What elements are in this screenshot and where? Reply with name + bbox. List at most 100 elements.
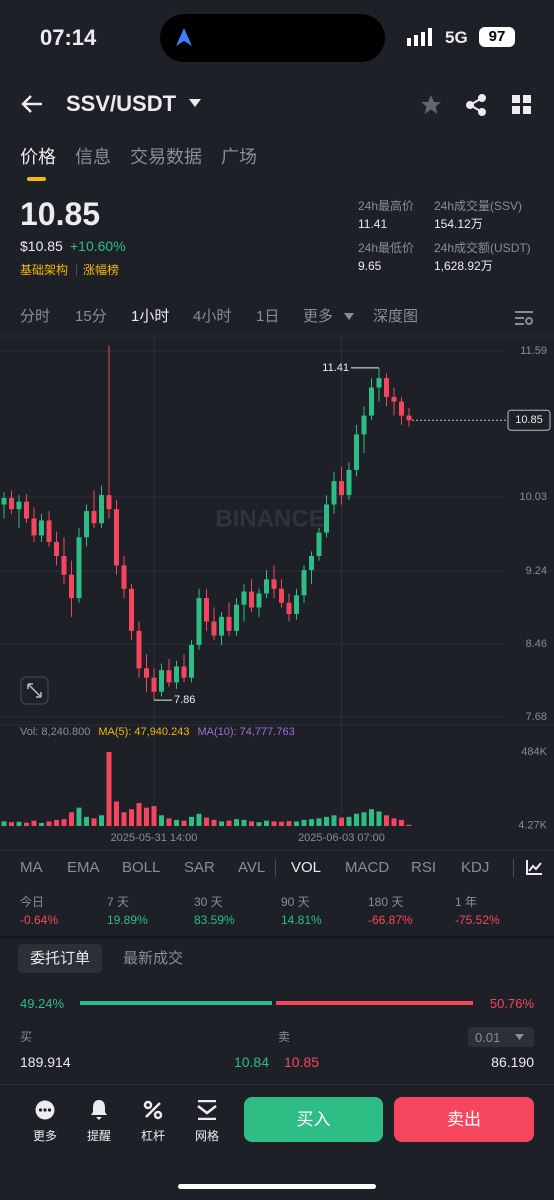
share-icon[interactable] — [465, 94, 487, 116]
indicator[interactable]: RSI — [411, 859, 437, 876]
candle-body — [129, 588, 134, 631]
indicator[interactable]: KDJ — [461, 859, 490, 876]
candle-body — [354, 434, 359, 470]
volume-bar — [31, 820, 37, 826]
bid-qty: 189.914 — [20, 1054, 71, 1070]
stat-label: 24h最低价 — [358, 241, 415, 255]
indicator[interactable]: SAR — [184, 859, 215, 876]
interval[interactable]: 更多 — [303, 308, 334, 325]
interval[interactable]: 15分 — [75, 308, 107, 325]
indicator[interactable]: AVL — [238, 859, 266, 876]
volume-bar — [91, 818, 97, 826]
candle-body — [144, 668, 149, 678]
volume-bar — [69, 812, 74, 826]
more-caret — [344, 313, 354, 320]
usd-price: $10.85 — [20, 238, 63, 254]
interval[interactable]: 4小时 — [193, 308, 232, 325]
candle-body — [24, 501, 29, 519]
volume-bar — [309, 819, 314, 826]
indicator-settings[interactable] — [526, 860, 542, 875]
volume-bar — [279, 821, 284, 826]
back-button[interactable] — [20, 94, 44, 114]
volume-bar — [121, 812, 127, 826]
volume-bar — [346, 816, 352, 826]
layout-icon[interactable] — [512, 95, 531, 114]
candle-body — [84, 511, 89, 538]
buy-ratio-bar — [80, 1001, 272, 1005]
volume-bar — [331, 815, 337, 826]
candle-body — [384, 378, 389, 397]
tab[interactable]: 信息 — [75, 147, 111, 167]
vol-tick-label: 484K — [521, 746, 547, 758]
current-price: 10.85 — [515, 414, 543, 426]
current-price-box — [507, 409, 551, 431]
divider — [0, 936, 554, 939]
performance-value: -66.87% — [368, 913, 413, 927]
volume-bar — [384, 815, 389, 826]
grid-icon[interactable] — [197, 1100, 217, 1120]
book-tab[interactable]: 最新成交 — [123, 950, 184, 967]
more-icon[interactable] — [35, 1100, 55, 1120]
volume-bar — [24, 822, 29, 826]
performance-label: 1 年 — [455, 895, 478, 909]
nav-label[interactable]: 网格 — [195, 1129, 220, 1143]
indicator[interactable]: VOL — [291, 859, 322, 876]
tag[interactable]: 涨幅榜 — [83, 263, 120, 277]
performance-label: 30 天 — [194, 895, 223, 909]
chart-settings[interactable] — [515, 310, 533, 325]
volume-bar — [241, 819, 247, 826]
nav-label[interactable]: 杠杆 — [141, 1129, 166, 1143]
indicator[interactable]: MACD — [345, 859, 390, 876]
tab[interactable]: 交易数据 — [130, 147, 202, 167]
pair-dropdown[interactable] — [188, 98, 202, 108]
price-change: +10.60% — [70, 238, 126, 254]
buy-button[interactable]: 买入 — [244, 1097, 383, 1142]
candle-body — [69, 574, 74, 599]
x-tick-label: 2025-06-03 07:00 — [298, 832, 385, 844]
sell-button[interactable]: 卖出 — [394, 1097, 534, 1142]
book-tab[interactable]: 委托订单 — [30, 950, 91, 967]
expand-button[interactable] — [20, 676, 49, 705]
candle-body — [286, 602, 292, 615]
volume-bar — [196, 813, 202, 826]
volume-bar — [99, 815, 104, 826]
interval[interactable]: 1日 — [256, 308, 280, 325]
interval[interactable]: 深度图 — [373, 308, 419, 325]
favorite-icon[interactable] — [420, 94, 442, 115]
volume-bar — [46, 821, 52, 826]
alert-icon[interactable] — [89, 1099, 109, 1120]
candle-body — [46, 520, 52, 542]
sell-ratio: 50.76% — [489, 996, 534, 1011]
bid-price: 10.84 — [233, 1054, 269, 1070]
volume-bar — [61, 819, 67, 826]
nav-label[interactable]: 更多 — [33, 1129, 58, 1143]
leverage-icon[interactable] — [143, 1100, 163, 1120]
precision[interactable]: 0.01 — [475, 1030, 501, 1045]
vol-tick-label: 4.27K — [518, 819, 547, 831]
volume-bar — [114, 801, 119, 826]
volume-bar — [181, 820, 187, 826]
home-indicator — [178, 1184, 376, 1189]
volume-bar — [354, 813, 359, 826]
precision-box[interactable] — [468, 1027, 534, 1047]
interval[interactable]: 分时 — [20, 308, 51, 325]
pair-title[interactable]: SSV/USDT — [66, 91, 177, 116]
precision-caret — [515, 1034, 524, 1040]
candle-body — [76, 537, 82, 599]
volume-bar — [271, 821, 277, 826]
performance-value: 83.59% — [194, 913, 235, 927]
x-tick-label: 2025-05-31 14:00 — [111, 832, 198, 844]
tab[interactable]: 价格 — [20, 147, 56, 167]
performance-label: 90 天 — [281, 895, 310, 909]
indicator[interactable]: BOLL — [122, 859, 161, 876]
candle-body — [39, 520, 44, 536]
volume-bar — [211, 819, 217, 826]
tag[interactable]: 基础架构 — [20, 263, 69, 277]
interval[interactable]: 1小时 — [131, 308, 170, 325]
tab[interactable]: 广场 — [221, 147, 257, 167]
candle-body — [294, 595, 299, 615]
indicator[interactable]: MA — [20, 859, 43, 876]
volume-bar — [204, 817, 209, 826]
nav-label[interactable]: 提醒 — [87, 1129, 112, 1143]
indicator[interactable]: EMA — [67, 859, 100, 876]
